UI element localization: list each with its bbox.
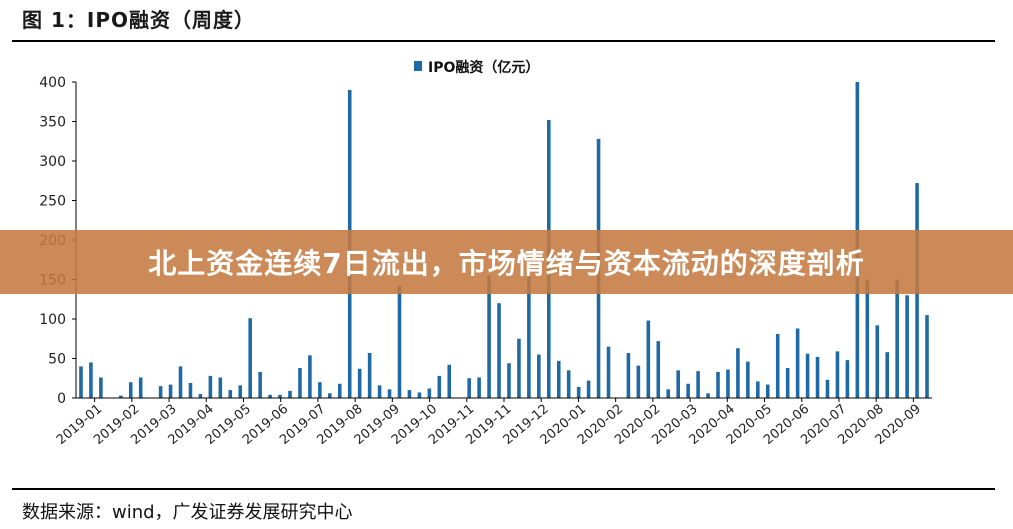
bar [397,285,402,398]
bar [845,360,850,398]
bar [925,315,929,398]
bar [298,367,302,398]
bar [337,383,342,398]
bar [417,392,422,398]
legend-swatch [414,61,422,71]
bar [566,370,571,398]
bar [746,361,750,398]
bar [168,384,173,398]
bar [497,303,501,398]
bar [865,279,870,398]
bar [367,352,372,398]
bar [805,353,810,398]
bar [218,377,223,398]
bar [785,367,790,398]
bar [238,385,243,398]
bar [756,381,760,398]
y-tick-label: 100 [39,312,66,328]
bar [447,364,452,398]
bar [517,338,521,398]
bar [636,365,641,398]
bar [268,394,272,398]
bar [318,382,322,398]
bar [825,379,830,398]
y-tick-label: 250 [39,194,66,210]
bar [248,318,252,398]
y-tick-label: 400 [39,75,66,91]
bar [686,383,690,398]
bar [556,360,561,398]
bar [885,352,890,398]
legend-label: IPO融资（亿元） [428,59,539,76]
x-axis: 2019-012019-022019-032019-042019-052019-… [54,397,932,448]
bar [815,356,820,398]
y-tick-label: 300 [39,154,66,170]
bar [188,382,193,398]
bar [99,377,103,398]
bar [467,378,471,398]
bar [576,386,581,398]
y-tick-label: 50 [48,352,66,368]
headline-banner: 北上资金连续7日流出，市场情绪与资本流动的深度剖析 [0,230,1013,294]
bar [288,390,292,398]
bar [89,362,93,398]
source-rule [12,488,995,490]
bar [606,346,611,398]
bar [377,385,382,398]
bar [795,328,800,398]
bar [487,275,491,398]
bar [835,351,840,398]
bar [706,393,710,398]
bar [118,395,123,398]
bar [387,389,392,398]
bar [407,390,412,398]
bar [357,368,362,398]
bar [765,384,770,398]
bar [646,320,651,398]
bar [537,354,541,398]
bar [328,393,332,398]
bar [726,369,730,398]
bar [905,295,909,398]
bar [656,341,661,398]
bar [676,370,680,398]
title-rule [12,40,995,42]
bar [527,275,531,398]
bar [586,380,591,398]
bar [158,386,163,398]
bar [875,325,880,398]
bar [736,348,740,398]
bar [626,352,631,398]
bar [138,377,143,398]
y-tick-label: 0 [57,391,66,407]
bar [228,390,233,398]
bar [507,363,511,398]
bar [208,375,213,398]
y-tick-label: 350 [39,115,66,131]
source-note: 数据来源：wind，广发证券发展研究中心 [22,502,353,523]
bar [128,382,133,398]
bar [427,388,432,398]
bar [716,371,720,398]
bar [198,394,203,398]
bar [308,355,312,398]
chart-legend: IPO融资（亿元） [414,59,539,76]
bar [278,394,282,398]
bar [477,377,481,398]
figure-title: 图 1：IPO融资（周度） [22,8,255,32]
bar [775,334,780,398]
bar [666,389,671,398]
bar [258,371,262,398]
bar [178,366,183,398]
bar [79,366,83,398]
bar [895,279,899,398]
bar [696,371,700,398]
banner-text: 北上资金连续7日流出，市场情绪与资本流动的深度剖析 [148,247,865,280]
bar [437,375,442,398]
